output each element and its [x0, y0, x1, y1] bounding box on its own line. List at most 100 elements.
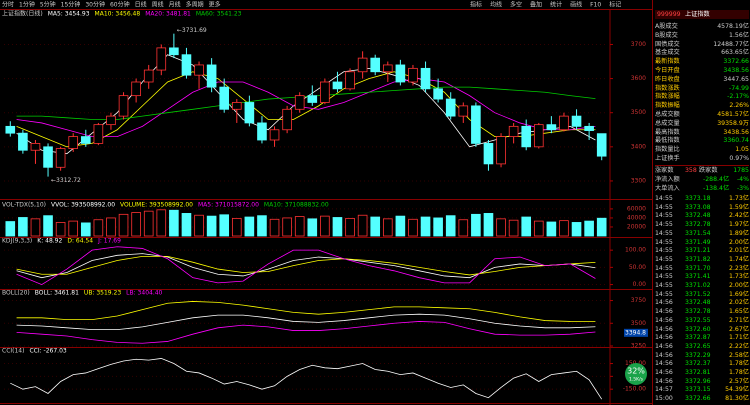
tool-button[interactable]: 标记 — [609, 1, 621, 9]
tool-button[interactable]: 均线 — [490, 1, 502, 9]
y-tick-label: 3600 — [631, 75, 646, 82]
cell: 14:55 — [655, 273, 673, 281]
tick-row: 14:56 3372.78 1.65亿 — [655, 307, 749, 316]
period-tab[interactable]: 分时 — [2, 1, 14, 9]
stat-row: 指数振幅 2.26% — [655, 101, 749, 110]
period-tab[interactable]: 5分钟 — [40, 1, 56, 9]
indicator-line — [16, 313, 596, 331]
period-tab[interactable]: 日线 — [135, 1, 147, 9]
cell: 最新指数 — [655, 58, 680, 66]
tool-button[interactable]: 画线 — [570, 1, 582, 9]
cell: 0.97% — [729, 155, 749, 162]
tool-button[interactable]: F10 — [590, 2, 601, 9]
y-tick-label: 3400 — [631, 143, 646, 150]
candle-body — [93, 124, 104, 144]
volume-bar — [106, 217, 116, 237]
period-tab[interactable]: 15分钟 — [61, 1, 81, 9]
volume-bar — [320, 215, 330, 237]
cell: 3372.81 — [685, 369, 711, 376]
candle-body — [320, 81, 330, 103]
candle-body — [332, 81, 343, 90]
y-tick-label: 0.00 — [633, 281, 647, 288]
candle-body — [257, 122, 267, 141]
period-tab[interactable]: 1分钟 — [19, 1, 35, 9]
tick-row: 14:56 3372.65 2.22亿 — [655, 342, 749, 351]
stat-row: 国债成交 12488.77亿 — [655, 40, 749, 49]
candle-body — [345, 71, 355, 90]
candle-body — [408, 67, 418, 83]
volume-bar — [231, 217, 242, 237]
candle-body — [269, 129, 280, 141]
legend-text: K: 48.92 — [37, 238, 62, 245]
volume-bar — [408, 218, 418, 237]
candle-body — [307, 95, 318, 103]
period-tab[interactable]: 30分钟 — [85, 1, 105, 9]
tick-row: 14:56 3372.81 1.78亿 — [655, 368, 749, 377]
cell: 指数涨跌 — [655, 84, 680, 92]
volume-bar — [181, 213, 192, 237]
cell: 15:00 — [655, 395, 673, 403]
cell: 1.78亿 — [729, 360, 749, 368]
cell: 3371.41 — [685, 273, 711, 281]
volume-bar — [332, 217, 343, 237]
candle-body — [143, 69, 154, 83]
volume-bar — [244, 216, 255, 237]
candle-body — [420, 67, 431, 90]
legend-text: MA20: 3481.81 — [145, 11, 191, 18]
indicator-line — [16, 255, 596, 276]
cell: 基金成交 — [655, 49, 680, 57]
candle-body — [106, 115, 116, 126]
volume-bar — [496, 218, 506, 237]
speed-badge — [625, 363, 647, 385]
period-tab[interactable]: 多周期 — [186, 1, 204, 9]
stat-row: 最低指数 3360.74 — [655, 136, 749, 145]
cell: -4% — [736, 176, 749, 183]
stat-row: 总成交量 39358.9万 — [655, 119, 749, 128]
tick-row: 14:55 3371.70 2.23亿 — [655, 264, 749, 273]
cell: 14:55 — [655, 221, 673, 229]
candle-body — [471, 105, 481, 144]
candle-body — [68, 136, 79, 149]
cell: 2.42亿 — [729, 212, 749, 220]
tool-button[interactable]: 多空 — [510, 1, 522, 9]
y-tick-label: 20000 — [627, 223, 646, 230]
tick-row: 14:56 3372.60 2.67亿 — [655, 325, 749, 334]
tick-row: 14:56 3372.96 2.57亿 — [655, 377, 749, 386]
period-tab[interactable]: 更多 — [209, 1, 221, 9]
period-tab[interactable]: 60分钟 — [110, 1, 130, 9]
tool-button[interactable]: 统计 — [550, 1, 562, 9]
price-annotation: ←3312.72 — [51, 177, 81, 184]
tick-row: 14:55 3371.54 1.89亿 — [655, 229, 749, 238]
tick-row: 14:57 3373.15 54.39亿 — [655, 385, 749, 394]
cell: 3360.74 — [723, 137, 749, 145]
cell: 今日开盘 — [655, 67, 680, 74]
period-tab[interactable]: 周线 — [152, 1, 164, 9]
tool-button[interactable]: 指标 — [470, 1, 482, 9]
volume-bar — [257, 215, 267, 237]
candle-body — [55, 148, 66, 168]
candle-body — [80, 136, 91, 144]
y-tick-label: 3700 — [631, 41, 646, 48]
indicator-line — [16, 71, 596, 148]
cell: 54.39亿 — [725, 386, 749, 394]
legend-text: UB: 3519.23 — [84, 290, 121, 297]
cell: 14:57 — [655, 386, 673, 394]
period-tab[interactable]: 月线 — [169, 1, 181, 9]
legend-text: VVOL: 393508992.00 — [51, 202, 115, 209]
price-annotation: ←3731.69 — [177, 27, 207, 34]
cell: 1.05 — [735, 146, 749, 154]
tick-row: 14:55 3371.02 2.00亿 — [655, 281, 749, 290]
cell: 14:56 — [655, 369, 673, 376]
tick-row: 14:56 3372.37 1.78亿 — [655, 359, 749, 368]
quote-header: 999999 上证指数 — [655, 10, 749, 19]
cell: 1.59亿 — [729, 203, 749, 211]
cell: 3371.70 — [685, 264, 711, 272]
cell: 14:56 — [655, 316, 673, 324]
cell: 1.69亿 — [729, 290, 749, 298]
cell: 3372.78 — [685, 308, 711, 316]
indicator-line — [16, 54, 596, 155]
cell: 14:56 — [655, 342, 673, 350]
tool-button[interactable]: 叠加 — [530, 1, 542, 9]
cell: 3372.48 — [685, 212, 711, 220]
